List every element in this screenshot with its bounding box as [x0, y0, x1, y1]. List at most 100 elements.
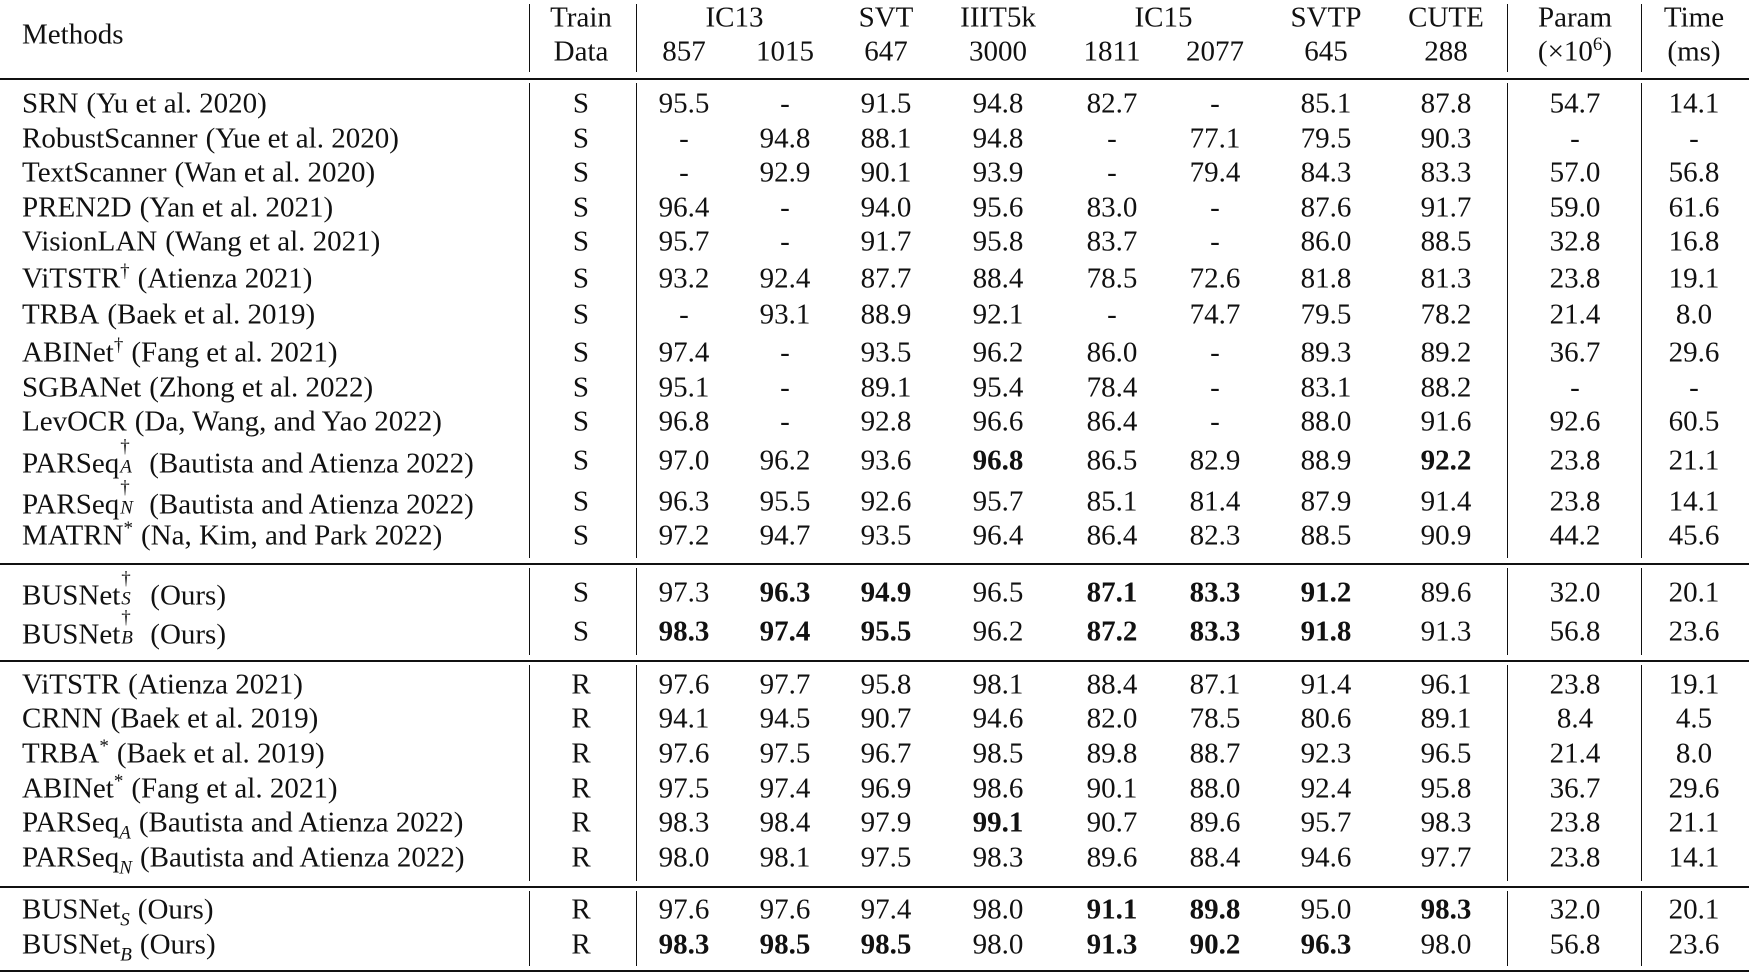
score-cell: - — [780, 87, 790, 120]
score-cell: 98.0 — [658, 841, 710, 874]
score-cell: 21.4 — [1549, 737, 1601, 770]
train-data: S — [572, 156, 590, 189]
rule — [529, 568, 531, 655]
score-cell: - — [1570, 371, 1580, 404]
method-cite: (Bautista and Atienza 2022) — [139, 841, 465, 874]
score-cell: 8.4 — [1556, 702, 1594, 735]
score-cell: 23.8 — [1549, 668, 1601, 701]
score-cell: 56.8 — [1549, 615, 1601, 648]
unit-part: ) — [1602, 35, 1613, 68]
method-name: VisionLAN — [22, 225, 158, 258]
method-sub: B — [121, 627, 133, 649]
rule — [1641, 891, 1643, 966]
dataset-name: IIIT5k — [960, 1, 1036, 34]
method: LevOCR (Da, Wang, and Yao 2022) — [22, 405, 442, 438]
unit-part: 6 — [1592, 33, 1603, 55]
score-cell: 91.3 — [1086, 928, 1138, 961]
method: BUSNetB (Ours) — [22, 930, 216, 964]
method-cite: (Atienza 2021) — [137, 262, 313, 295]
score-cell: 88.0 — [1300, 405, 1352, 438]
score-cell: 96.1 — [1420, 668, 1472, 701]
method-cite: (Yu et al. 2020) — [86, 87, 267, 120]
dataset-size: 857 — [662, 35, 706, 68]
score-cell: 93.2 — [658, 262, 710, 295]
method-name: ABINet — [22, 772, 114, 805]
train-data: S — [572, 519, 590, 552]
rule — [1641, 665, 1643, 881]
score-cell: 91.6 — [1420, 405, 1472, 438]
score-cell: 97.0 — [658, 444, 710, 477]
score-cell: - — [780, 336, 790, 369]
rule — [1641, 568, 1643, 655]
score-cell: 91.7 — [860, 225, 912, 258]
train-data: S — [572, 444, 590, 477]
score-cell: 93.5 — [860, 519, 912, 552]
score-cell: 56.8 — [1549, 928, 1601, 961]
score-cell: 77.1 — [1189, 122, 1241, 155]
method: ViTSTR (Atienza 2021) — [22, 668, 303, 701]
dataset-name: IC15 — [1134, 1, 1193, 34]
score-cell: 23.8 — [1549, 485, 1601, 518]
score-cell: 98.3 — [658, 928, 710, 961]
train-data: S — [572, 485, 590, 518]
score-cell: 57.0 — [1549, 156, 1601, 189]
score-cell: 89.1 — [1420, 702, 1472, 735]
train-data: S — [572, 336, 590, 369]
method-sub: B — [120, 944, 132, 966]
score-cell: 23.6 — [1668, 928, 1720, 961]
rule — [529, 4, 531, 72]
score-cell: 96.5 — [972, 576, 1024, 609]
score-cell: 97.5 — [658, 772, 710, 805]
score-cell: 94.9 — [860, 576, 912, 609]
method-cite: (Bautista and Atienza 2022) — [138, 806, 464, 839]
method: PARSeqA (Bautista and Atienza 2022) — [22, 806, 464, 842]
method-sub: A — [119, 822, 131, 844]
method-cite: (Na, Kim, and Park 2022) — [141, 519, 443, 552]
method-name: ViTSTR — [22, 668, 121, 701]
score-cell: 14.1 — [1668, 485, 1720, 518]
score-cell: 88.9 — [1300, 444, 1352, 477]
dataset-name: CUTE — [1408, 1, 1484, 34]
score-cell: 97.5 — [759, 737, 811, 770]
score-cell: 60.5 — [1668, 405, 1720, 438]
method-sup: * — [99, 735, 109, 757]
score-cell: 97.6 — [658, 668, 710, 701]
score-cell: 88.7 — [1189, 737, 1241, 770]
score-cell: 98.0 — [972, 893, 1024, 926]
score-cell: 88.4 — [972, 262, 1024, 295]
method-cite: (Ours) — [150, 618, 226, 651]
method-name: TRBA — [22, 298, 100, 331]
method: TextScanner (Wan et al. 2020) — [22, 158, 375, 188]
score-cell: 54.7 — [1549, 87, 1601, 120]
score-cell: 98.0 — [1420, 928, 1472, 961]
method: BUSNet † S (Ours) — [22, 570, 226, 611]
score-cell: - — [1210, 87, 1220, 120]
method-name: MATRN — [22, 519, 124, 552]
score-cell: 87.1 — [1086, 576, 1138, 609]
score-cell: - — [1689, 122, 1699, 155]
score-cell: 36.7 — [1549, 336, 1601, 369]
rule — [1641, 4, 1643, 72]
score-cell: 90.9 — [1420, 519, 1472, 552]
score-cell: 97.4 — [759, 772, 811, 805]
score-cell: 94.5 — [759, 702, 811, 735]
score-cell: - — [679, 298, 689, 331]
score-cell: 95.5 — [860, 615, 912, 648]
method-cite: (Baek et al. 2019) — [116, 737, 325, 770]
method: TRBA (Baek et al. 2019) — [22, 298, 315, 331]
score-cell: 95.6 — [972, 191, 1024, 224]
train-data: S — [572, 225, 590, 258]
score-cell: 98.5 — [972, 737, 1024, 770]
rule — [0, 78, 1749, 80]
dataset-size: 288 — [1424, 35, 1468, 68]
score-cell: 89.3 — [1300, 336, 1352, 369]
score-cell: 94.8 — [972, 87, 1024, 120]
score-cell: 91.4 — [1300, 668, 1352, 701]
score-cell: 99.1 — [972, 806, 1024, 839]
score-cell: 97.4 — [658, 336, 710, 369]
method-cite: (Da, Wang, and Yao 2022) — [134, 405, 442, 438]
score-cell: 94.1 — [658, 702, 710, 735]
score-cell: 80.6 — [1300, 702, 1352, 735]
score-cell: 78.5 — [1189, 702, 1241, 735]
method: ABINet* (Fang et al. 2021) — [22, 772, 338, 805]
